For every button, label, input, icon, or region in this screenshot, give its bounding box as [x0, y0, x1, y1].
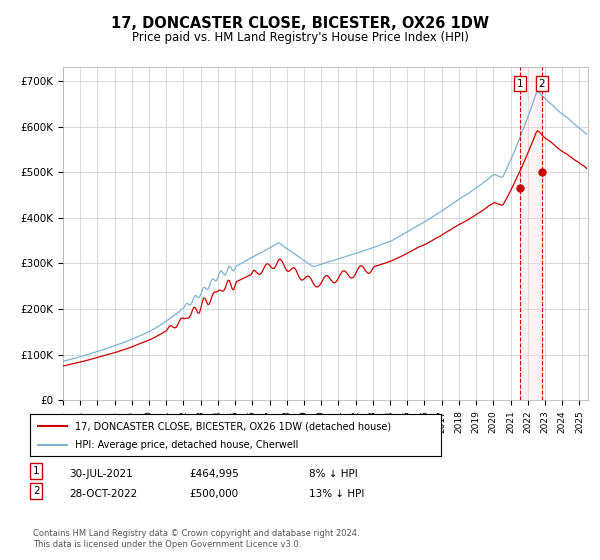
- Text: 2: 2: [33, 486, 40, 496]
- Text: HPI: Average price, detached house, Cherwell: HPI: Average price, detached house, Cher…: [75, 440, 299, 450]
- Text: £500,000: £500,000: [189, 489, 238, 499]
- Text: 28-OCT-2022: 28-OCT-2022: [69, 489, 137, 499]
- Text: Price paid vs. HM Land Registry's House Price Index (HPI): Price paid vs. HM Land Registry's House …: [131, 31, 469, 44]
- Bar: [520, 67, 542, 400]
- Text: £464,995: £464,995: [189, 469, 239, 479]
- Text: 1: 1: [517, 79, 524, 89]
- Text: 2: 2: [539, 79, 545, 89]
- Text: 1: 1: [33, 466, 40, 476]
- Text: 17, DONCASTER CLOSE, BICESTER, OX26 1DW: 17, DONCASTER CLOSE, BICESTER, OX26 1DW: [111, 16, 489, 31]
- Text: Contains HM Land Registry data © Crown copyright and database right 2024.
This d: Contains HM Land Registry data © Crown c…: [33, 529, 359, 549]
- Text: 13% ↓ HPI: 13% ↓ HPI: [309, 489, 364, 499]
- Text: 8% ↓ HPI: 8% ↓ HPI: [309, 469, 358, 479]
- Text: 17, DONCASTER CLOSE, BICESTER, OX26 1DW (detached house): 17, DONCASTER CLOSE, BICESTER, OX26 1DW …: [75, 421, 391, 431]
- Text: 30-JUL-2021: 30-JUL-2021: [69, 469, 133, 479]
